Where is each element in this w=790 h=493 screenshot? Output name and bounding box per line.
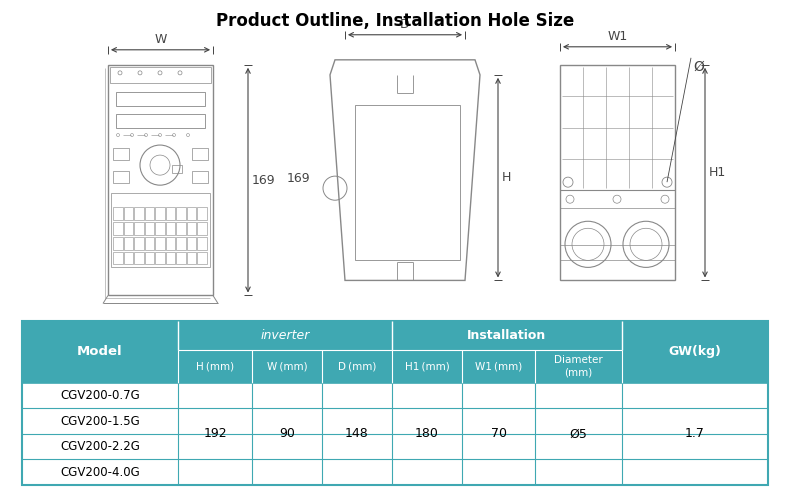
Text: D (mm): D (mm) [338, 361, 376, 371]
Text: H1 (mm): H1 (mm) [404, 361, 450, 371]
Text: 192: 192 [203, 427, 227, 440]
Text: Ø: Ø [693, 60, 704, 74]
Text: Model: Model [77, 345, 122, 358]
Text: D: D [401, 18, 410, 31]
Text: 148: 148 [345, 427, 369, 440]
Polygon shape [22, 350, 768, 383]
Text: Installation: Installation [468, 329, 547, 342]
Text: 169: 169 [286, 172, 310, 185]
Text: inverter: inverter [261, 329, 310, 342]
Text: W1 (mm): W1 (mm) [475, 361, 522, 371]
Text: W: W [154, 33, 167, 46]
Text: Ø5: Ø5 [570, 427, 588, 440]
Text: CGV200-0.7G: CGV200-0.7G [60, 389, 140, 402]
Text: W1: W1 [608, 30, 627, 43]
Text: H: H [502, 171, 511, 184]
Text: GW(kg): GW(kg) [668, 345, 721, 358]
Text: W (mm): W (mm) [267, 361, 307, 371]
Text: 70: 70 [491, 427, 506, 440]
Text: CGV200-2.2G: CGV200-2.2G [60, 440, 140, 453]
Text: 180: 180 [415, 427, 439, 440]
Text: 90: 90 [279, 427, 295, 440]
Text: CGV200-1.5G: CGV200-1.5G [60, 415, 140, 427]
Text: Product Outline, Installation Hole Size: Product Outline, Installation Hole Size [216, 12, 574, 31]
Text: CGV200-4.0G: CGV200-4.0G [60, 466, 140, 479]
Text: H (mm): H (mm) [196, 361, 234, 371]
Text: 1.7: 1.7 [685, 427, 705, 440]
Polygon shape [22, 320, 768, 350]
Text: Diameter
(mm): Diameter (mm) [554, 355, 603, 377]
Text: H1: H1 [709, 166, 726, 179]
Text: 169: 169 [252, 174, 276, 187]
